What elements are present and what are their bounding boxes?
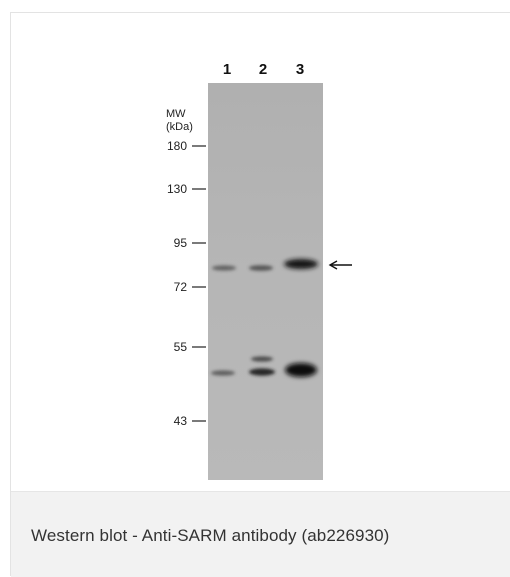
band-lane3-upper [284, 259, 318, 269]
marker-label-180: 180 [167, 139, 187, 153]
marker-label-72: 72 [174, 280, 188, 294]
band-lane3-lower [285, 363, 317, 377]
marker-130: 130 [167, 182, 206, 196]
caption-bar: Western blot - Anti-SARM antibody (ab226… [11, 491, 510, 577]
blot-svg: 1 2 3 MW (kDa) 180 130 95 72 [166, 61, 352, 480]
membrane [208, 83, 323, 480]
marker-72: 72 [174, 280, 206, 294]
kda-label: (kDa) [166, 121, 193, 133]
band-lane2-lower [249, 368, 275, 376]
marker-label-130: 130 [167, 182, 187, 196]
western-blot-figure[interactable]: 1 2 3 MW (kDa) 180 130 95 72 [11, 13, 510, 491]
band-lane1-lower [211, 370, 235, 376]
marker-55: 55 [174, 340, 206, 354]
marker-label-95: 95 [174, 236, 188, 250]
lane-label-3: 3 [296, 61, 304, 78]
image-card: 1 2 3 MW (kDa) 180 130 95 72 [10, 12, 510, 577]
marker-label-55: 55 [174, 340, 188, 354]
lane-label-1: 1 [223, 61, 231, 78]
band-lane1-upper [212, 265, 236, 271]
band-lane2-upper [249, 265, 273, 271]
marker-95: 95 [174, 236, 206, 250]
marker-43: 43 [174, 414, 206, 428]
image-caption: Western blot - Anti-SARM antibody (ab226… [31, 526, 390, 545]
band-arrow-icon [328, 260, 352, 270]
mw-label: MW [166, 108, 186, 120]
lane-label-2: 2 [259, 61, 267, 78]
marker-180: 180 [167, 139, 206, 153]
marker-label-43: 43 [174, 414, 188, 428]
band-lane2-lower-top [251, 356, 273, 362]
